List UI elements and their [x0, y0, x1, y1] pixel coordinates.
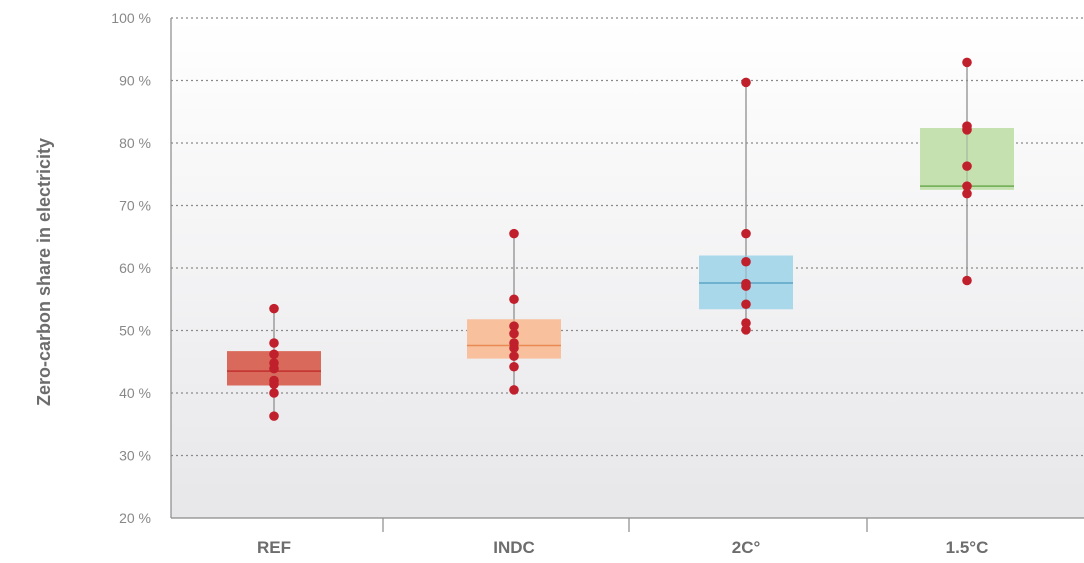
data-point	[269, 358, 279, 368]
category-separators	[382, 518, 868, 532]
data-point	[741, 278, 751, 289]
category-label: INDC	[493, 538, 535, 557]
data-point	[741, 228, 751, 239]
category-labels: REF INDC 2C° 1.5°C	[257, 538, 988, 557]
data-point	[269, 411, 279, 421]
data-point	[269, 388, 279, 398]
data-point	[741, 77, 751, 88]
category-label: 2C°	[732, 538, 761, 557]
data-point	[962, 121, 972, 131]
y-tick-label: 60 %	[119, 260, 151, 276]
box-group	[467, 228, 561, 395]
y-tick-labels: 20 % 30 % 40 % 50 % 60 % 70 % 80 % 90 % 100 %	[111, 10, 151, 526]
data-point	[509, 294, 519, 305]
data-point	[509, 328, 519, 339]
y-tick-label: 30 %	[119, 448, 151, 464]
boxes	[227, 57, 1014, 421]
data-point	[269, 375, 279, 386]
gridlines	[171, 17, 1084, 457]
data-point	[741, 325, 751, 335]
data-point	[962, 57, 972, 68]
data-point	[269, 303, 279, 314]
y-tick-label: 50 %	[119, 323, 151, 339]
data-point	[962, 181, 972, 191]
data-point	[509, 351, 519, 361]
data-point	[962, 161, 972, 171]
box-group	[699, 77, 793, 335]
y-tick-label: 90 %	[119, 73, 151, 89]
data-point	[509, 361, 519, 372]
data-point	[741, 256, 751, 267]
y-tick-label: 70 %	[119, 198, 151, 214]
data-point	[509, 338, 519, 348]
category-label: 1.5°C	[946, 538, 989, 557]
data-point	[509, 321, 519, 331]
y-axis-title: Zero-carbon share in electricity	[34, 138, 54, 406]
data-point	[269, 338, 279, 348]
box-group	[227, 303, 321, 421]
y-tick-label: 20 %	[119, 510, 151, 526]
data-point	[962, 275, 972, 286]
data-point	[741, 318, 751, 328]
box-group	[920, 57, 1014, 286]
data-point	[509, 385, 519, 395]
data-point	[962, 188, 972, 199]
y-tick-label: 100 %	[111, 10, 151, 26]
data-point	[741, 299, 751, 310]
data-point	[269, 349, 279, 360]
y-tick-label: 80 %	[119, 135, 151, 151]
data-point	[509, 228, 519, 239]
category-label: REF	[257, 538, 291, 557]
y-tick-label: 40 %	[119, 385, 151, 401]
